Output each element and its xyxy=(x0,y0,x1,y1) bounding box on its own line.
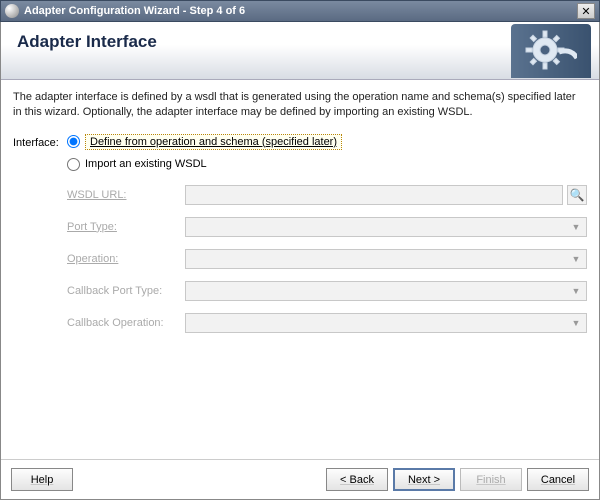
title-bar: Adapter Configuration Wizard - Step 4 of… xyxy=(0,0,600,22)
chevron-down-icon: ▼ xyxy=(569,284,583,298)
label-port-type: Port Type: xyxy=(67,221,185,233)
app-icon xyxy=(5,4,19,18)
window-title: Adapter Configuration Wizard - Step 4 of… xyxy=(24,5,577,17)
radio-input-define[interactable] xyxy=(67,135,80,148)
row-callback-port-type: Callback Port Type: ▼ xyxy=(67,281,587,301)
close-button[interactable]: ✕ xyxy=(577,3,595,19)
radio-label-define: Define from operation and schema (specif… xyxy=(85,134,342,150)
radio-input-import[interactable] xyxy=(67,158,80,171)
radio-label-import: Import an existing WSDL xyxy=(85,158,207,170)
row-port-type: Port Type: ▼ xyxy=(67,217,587,237)
row-callback-operation: Callback Operation: ▼ xyxy=(67,313,587,333)
next-button[interactable]: Next > xyxy=(393,468,455,491)
finish-button: Finish xyxy=(460,468,522,491)
input-wsdl-url xyxy=(185,185,563,205)
window-body: Adapter Interface The adapte xyxy=(0,22,600,500)
interface-radio-group: Define from operation and schema (specif… xyxy=(67,134,587,179)
radio-import-wsdl[interactable]: Import an existing WSDL xyxy=(67,158,587,171)
banner-graphic xyxy=(511,24,591,78)
page-title: Adapter Interface xyxy=(17,32,583,52)
label-callback-port-type: Callback Port Type: xyxy=(67,285,185,297)
row-wsdl-url: WSDL URL: 🔍 xyxy=(67,185,587,205)
form-area: WSDL URL: 🔍 Port Type: ▼ Operation: ▼ xyxy=(67,185,587,345)
select-callback-operation: ▼ xyxy=(185,313,587,333)
label-operation: Operation: xyxy=(67,253,185,265)
row-operation: Operation: ▼ xyxy=(67,249,587,269)
content-spacer xyxy=(13,345,587,453)
select-operation: ▼ xyxy=(185,249,587,269)
cancel-button[interactable]: Cancel xyxy=(527,468,589,491)
select-callback-port-type: ▼ xyxy=(185,281,587,301)
select-port-type: ▼ xyxy=(185,217,587,237)
close-icon: ✕ xyxy=(581,5,590,18)
label-callback-operation: Callback Operation: xyxy=(67,317,185,329)
chevron-down-icon: ▼ xyxy=(569,316,583,330)
chevron-down-icon: ▼ xyxy=(569,220,583,234)
description-text: The adapter interface is defined by a ws… xyxy=(13,90,587,120)
help-button[interactable]: Help xyxy=(11,468,73,491)
label-wsdl-url: WSDL URL: xyxy=(67,189,185,201)
back-button[interactable]: < Back xyxy=(326,468,388,491)
browse-wsdl-button: 🔍 xyxy=(567,185,587,205)
chevron-down-icon: ▼ xyxy=(569,252,583,266)
gear-icon xyxy=(523,28,577,74)
browse-icon: 🔍 xyxy=(570,188,585,202)
radio-define-from-operation[interactable]: Define from operation and schema (specif… xyxy=(67,134,587,150)
interface-row: Interface: Define from operation and sch… xyxy=(13,134,587,179)
interface-label: Interface: xyxy=(13,134,67,149)
content-area: The adapter interface is defined by a ws… xyxy=(1,80,599,459)
banner: Adapter Interface xyxy=(1,22,599,80)
footer: Help < Back Next > Finish Cancel xyxy=(1,459,599,499)
